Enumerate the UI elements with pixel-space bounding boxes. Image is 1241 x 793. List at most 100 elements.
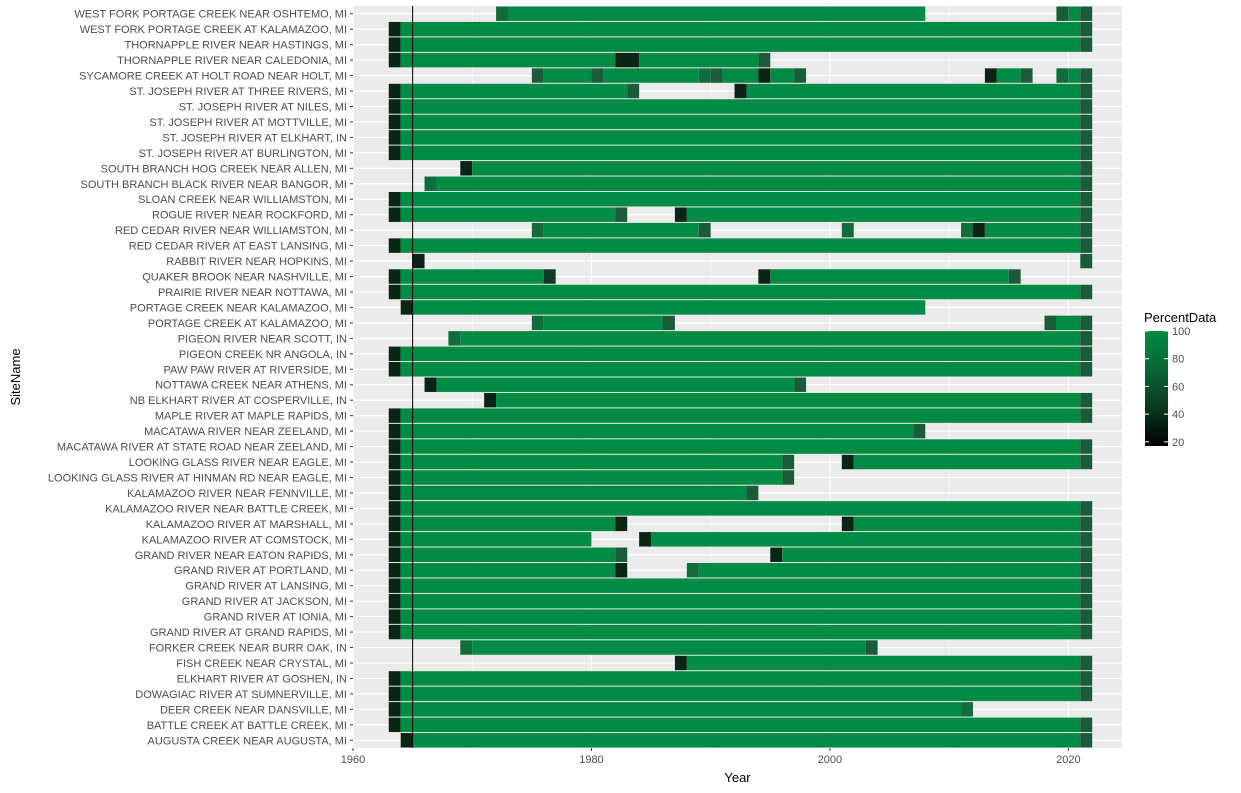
data-tile [1068,68,1081,83]
data-tile [400,563,616,578]
data-tile [984,68,997,83]
data-tile [794,68,807,83]
data-tile [448,331,461,346]
heatmap-tiles [388,6,1093,748]
data-tile [388,37,401,52]
data-tile [961,222,973,238]
data-tile [388,130,401,145]
data-tile [400,423,914,439]
data-tile [615,563,628,578]
data-tile [388,578,401,593]
y-tick-label: MACATAWA RIVER NEAR ZEELAND, MI [144,426,347,438]
data-tile [1020,68,1033,83]
data-tile [865,640,878,655]
y-tick-label: PORTAGE CREEK AT KALAMAZOO, MI [148,318,347,330]
data-tile [913,423,926,439]
data-tile [388,238,401,253]
data-tile [400,593,1081,609]
data-tile [400,238,1081,253]
data-tile [722,68,759,83]
data-tile [972,222,985,238]
data-tile [460,161,473,176]
y-tick-label: QUAKER BROOK NEAR NASHVILLE, MI [142,272,347,284]
data-tile [710,68,723,83]
data-tile [388,624,401,640]
data-tile [388,269,401,284]
data-tile [388,145,401,161]
data-tile [853,516,1081,532]
data-tile [400,130,1081,145]
y-tick-label: SOUTH BRANCH BLACK RIVER NEAR BANGOR, MI [81,179,348,191]
data-tile [1080,532,1093,547]
y-tick-label: WEST FORK PORTAGE CREEK AT KALAMAZOO, MI [80,24,347,36]
data-tile [1080,686,1093,702]
data-tile [841,516,854,532]
x-axis-ticks: 1960 1980 2000 2020 [341,748,1081,766]
x-tick-label: 2000 [818,754,842,766]
data-tile [1080,222,1093,238]
data-tile [388,671,401,686]
data-tile [1080,284,1093,300]
y-tick-label: GRAND RIVER NEAR EATON RAPIDS, MI [135,550,347,562]
y-tick-label: ST. JOSEPH RIVER AT MOTTVILLE, MI [149,117,347,129]
data-tile [436,377,795,392]
data-tile [639,52,759,68]
y-tick-label: ROGUE RIVER NEAR ROCKFORD, MI [152,210,347,222]
data-tile [400,609,1081,624]
legend-title: PercentData [1144,310,1217,325]
data-tile [698,68,711,83]
data-tile [853,454,1081,470]
data-tile [388,717,401,733]
data-tile [388,501,401,516]
data-tile [1056,315,1081,331]
data-tile [1056,68,1069,83]
data-tile [388,609,401,624]
data-tile [400,439,1081,454]
y-tick-label: NOTTAWA CREEK NEAR ATHENS, MI [155,380,347,392]
data-tile [388,114,401,130]
data-tile [1080,176,1093,191]
y-tick-label: GRAND RIVER AT IONIA, MI [204,612,347,624]
data-tile [543,315,663,331]
y-tick-label: MAPLE RIVER AT MAPLE RAPIDS, MI [155,411,347,423]
data-tile [400,532,592,547]
data-tile [1080,6,1093,21]
data-tile [400,516,616,532]
data-tile [388,439,401,454]
data-tile [984,222,1081,238]
data-tile [400,501,1081,516]
data-tile [627,83,640,99]
data-tile [1080,238,1093,253]
y-tick-label: LOOKING GLASS RIVER AT HINMAN RD NEAR EA… [48,472,347,484]
data-tile [388,21,401,37]
data-tile [746,485,759,501]
data-tile [770,269,1009,284]
y-tick-label: FISH CREEK NEAR CRYSTAL, MI [176,658,347,670]
y-tick-label: SOUTH BRANCH HOG CREEK NEAR ALLEN, MI [101,163,347,175]
y-tick-label: ST. JOSEPH RIVER AT THREE RIVERS, MI [129,86,347,98]
data-tile [758,269,771,284]
data-tile [794,377,807,392]
y-tick-label: PIGEON RIVER NEAR SCOTT, IN [178,333,347,345]
data-tile [424,377,437,392]
data-tile [388,686,401,702]
data-tile [388,207,401,222]
data-tile [1080,733,1093,748]
data-tile [1080,655,1093,671]
y-tick-label: PRAIRIE RIVER NEAR NOTTAWA, MI [158,287,347,299]
data-tile [1080,408,1093,423]
data-tile [1008,269,1021,284]
y-tick-label: GRAND RIVER AT GRAND RAPIDS, MI [150,627,347,639]
data-tile [400,578,1081,593]
y-tick-label: SYCAMORE CREEK AT HOLT ROAD NEAR HOLT, M… [79,71,347,83]
data-tile [1080,362,1093,377]
data-tile [674,207,687,222]
data-tile [615,52,640,68]
y-tick-label: ELKHART RIVER AT GOSHEN, IN [177,673,347,685]
data-tile [603,68,699,83]
data-tile [388,563,401,578]
data-tile [1044,315,1057,331]
y-tick-label: ST. JOSEPH RIVER AT ELKHART, IN [162,132,347,144]
data-tile [531,222,544,238]
